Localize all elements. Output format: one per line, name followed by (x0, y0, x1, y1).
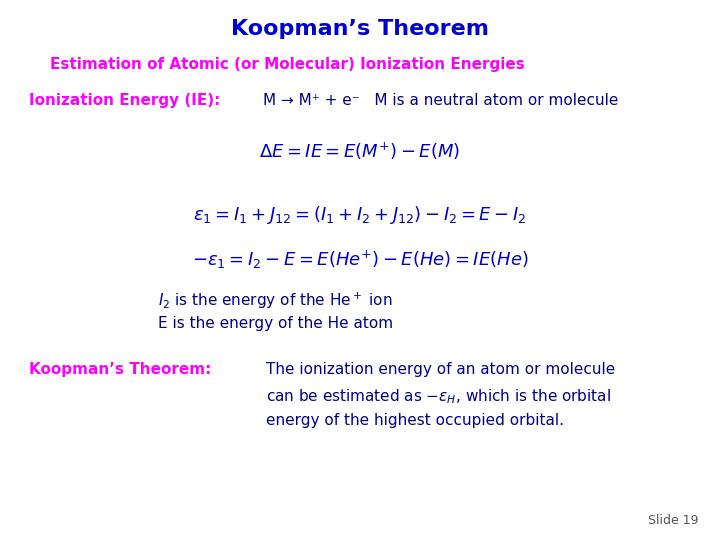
Text: M → M⁺ + e⁻   M is a neutral atom or molecule: M → M⁺ + e⁻ M is a neutral atom or molec… (263, 93, 618, 108)
Text: $I_2$ is the energy of the He$^+$ ion: $I_2$ is the energy of the He$^+$ ion (158, 291, 393, 311)
Text: $\Delta E = IE = E(M^{+}) - E(M)$: $\Delta E = IE = E(M^{+}) - E(M)$ (259, 140, 461, 161)
Text: The ionization energy of an atom or molecule: The ionization energy of an atom or mole… (266, 362, 616, 377)
Text: energy of the highest occupied orbital.: energy of the highest occupied orbital. (266, 413, 564, 428)
Text: Koopman’s Theorem:: Koopman’s Theorem: (29, 362, 211, 377)
Text: E is the energy of the He atom: E is the energy of the He atom (158, 316, 394, 331)
Text: Koopman’s Theorem: Koopman’s Theorem (231, 19, 489, 39)
Text: can be estimated as $-\varepsilon_H$, which is the orbital: can be estimated as $-\varepsilon_H$, wh… (266, 387, 611, 406)
Text: $\varepsilon_1 = I_1 + J_{12} = \left(I_1 + I_2 + J_{12}\right) - I_2 = E - I_2$: $\varepsilon_1 = I_1 + J_{12} = \left(I_… (193, 204, 527, 226)
Text: $-\varepsilon_1 = I_2 - E = E(He^{+}) - E(He) = IE(He)$: $-\varepsilon_1 = I_2 - E = E(He^{+}) - … (192, 248, 528, 271)
Text: Slide 19: Slide 19 (648, 514, 698, 526)
Text: Ionization Energy (IE):: Ionization Energy (IE): (29, 93, 220, 108)
Text: Estimation of Atomic (or Molecular) Ionization Energies: Estimation of Atomic (or Molecular) Ioni… (50, 57, 525, 72)
